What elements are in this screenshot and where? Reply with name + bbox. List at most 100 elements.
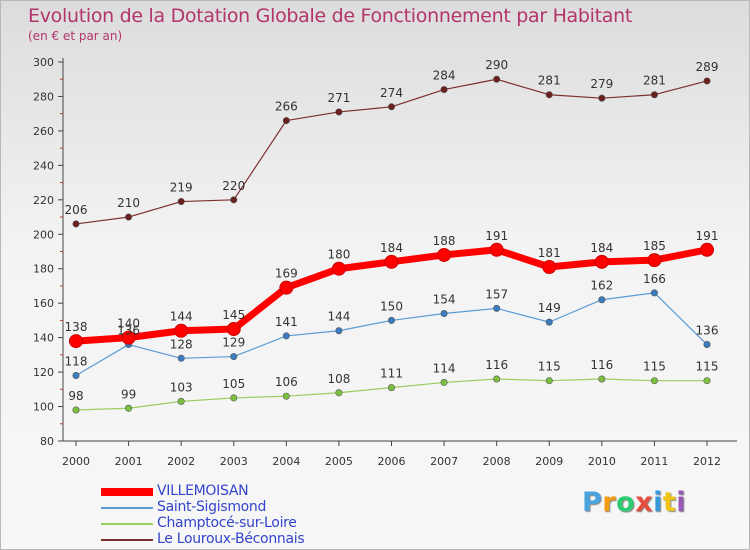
- data-label: 271: [327, 91, 350, 105]
- data-point: [226, 322, 241, 337]
- y-tick-label: 120: [33, 366, 54, 379]
- data-point: [335, 389, 343, 397]
- x-tick-label: 2001: [115, 455, 143, 468]
- data-label: 144: [170, 310, 193, 324]
- data-point: [72, 406, 80, 414]
- x-tick-label: 2004: [272, 455, 300, 468]
- data-point: [545, 377, 553, 385]
- data-label: 154: [433, 293, 456, 307]
- data-point: [598, 375, 606, 383]
- legend-swatch: [101, 507, 153, 509]
- data-label: 219: [170, 181, 193, 195]
- data-label: 150: [380, 299, 403, 313]
- data-point: [335, 327, 343, 335]
- data-point: [703, 377, 711, 385]
- data-point: [387, 103, 395, 111]
- data-label: 284: [433, 69, 456, 83]
- data-label: 162: [590, 279, 613, 293]
- data-point: [177, 354, 185, 362]
- data-label: 141: [275, 315, 298, 329]
- data-point: [384, 254, 399, 269]
- y-tick-label: 280: [33, 90, 54, 103]
- data-label: 210: [117, 196, 140, 210]
- y-tick-label: 160: [33, 297, 54, 310]
- data-point: [647, 253, 662, 268]
- data-label: 116: [485, 358, 508, 372]
- data-point: [545, 91, 553, 99]
- x-tick-label: 2002: [167, 455, 195, 468]
- data-label: 281: [538, 74, 561, 88]
- data-point: [177, 397, 185, 405]
- data-point: [72, 220, 80, 228]
- legend-swatch: [101, 523, 153, 525]
- data-label: 184: [380, 241, 403, 255]
- data-label: 145: [222, 308, 245, 322]
- data-label: 138: [65, 320, 88, 334]
- y-tick-label: 300: [33, 56, 54, 69]
- data-point: [230, 353, 238, 361]
- data-point: [493, 75, 501, 83]
- data-label: 136: [117, 324, 140, 338]
- logo-letter: i: [653, 487, 663, 518]
- data-point: [72, 372, 80, 380]
- data-label: 118: [65, 355, 88, 369]
- y-tick-label: 180: [33, 263, 54, 276]
- data-point: [703, 341, 711, 349]
- legend-label: Le Louroux-Béconnais: [157, 531, 305, 547]
- legend-label: VILLEMOISAN: [157, 483, 249, 499]
- data-label: 289: [696, 60, 719, 74]
- y-tick-label: 140: [33, 332, 54, 345]
- x-tick-label: 2007: [430, 455, 458, 468]
- data-point: [230, 196, 238, 204]
- data-label: 180: [327, 248, 350, 262]
- data-point: [121, 330, 136, 345]
- x-tick-label: 2003: [220, 455, 248, 468]
- data-point: [594, 254, 609, 269]
- data-point: [650, 377, 658, 385]
- data-label: 103: [170, 380, 193, 394]
- data-label: 129: [222, 336, 245, 350]
- data-point: [493, 375, 501, 383]
- data-point: [282, 117, 290, 125]
- data-label: 136: [696, 324, 719, 338]
- data-label: 111: [380, 367, 403, 381]
- data-label: 99: [121, 387, 136, 401]
- legend-swatch: [101, 539, 153, 541]
- data-label: 149: [538, 301, 561, 315]
- data-label: 166: [643, 272, 666, 286]
- data-label: 115: [538, 360, 561, 374]
- data-label: 115: [643, 360, 666, 374]
- x-tick-label: 2005: [325, 455, 353, 468]
- data-label: 98: [68, 389, 83, 403]
- data-point: [282, 392, 290, 400]
- data-point: [703, 77, 711, 85]
- logo-letter: P: [582, 487, 603, 518]
- data-label: 157: [485, 287, 508, 301]
- data-label: 140: [117, 317, 140, 331]
- data-point: [598, 296, 606, 304]
- y-tick-label: 240: [33, 159, 54, 172]
- y-tick-label: 200: [33, 228, 54, 241]
- data-point: [125, 404, 133, 412]
- data-label: 108: [327, 372, 350, 386]
- data-point: [387, 384, 395, 392]
- logo-letter: i: [676, 487, 687, 518]
- logo-letter: o: [616, 487, 636, 518]
- data-label: 181: [538, 246, 561, 260]
- data-point: [230, 394, 238, 402]
- data-point: [650, 91, 658, 99]
- x-tick-label: 2011: [640, 455, 668, 468]
- data-label: 185: [643, 239, 666, 253]
- data-label: 206: [65, 203, 88, 217]
- data-point: [440, 86, 448, 94]
- data-point: [650, 289, 658, 297]
- y-tick-label: 260: [33, 125, 54, 138]
- logo-letter: x: [635, 487, 654, 518]
- data-point: [700, 242, 714, 257]
- x-tick-label: 2012: [693, 455, 721, 468]
- y-tick-label: 220: [33, 194, 54, 207]
- data-point: [545, 318, 553, 326]
- data-point: [440, 310, 448, 318]
